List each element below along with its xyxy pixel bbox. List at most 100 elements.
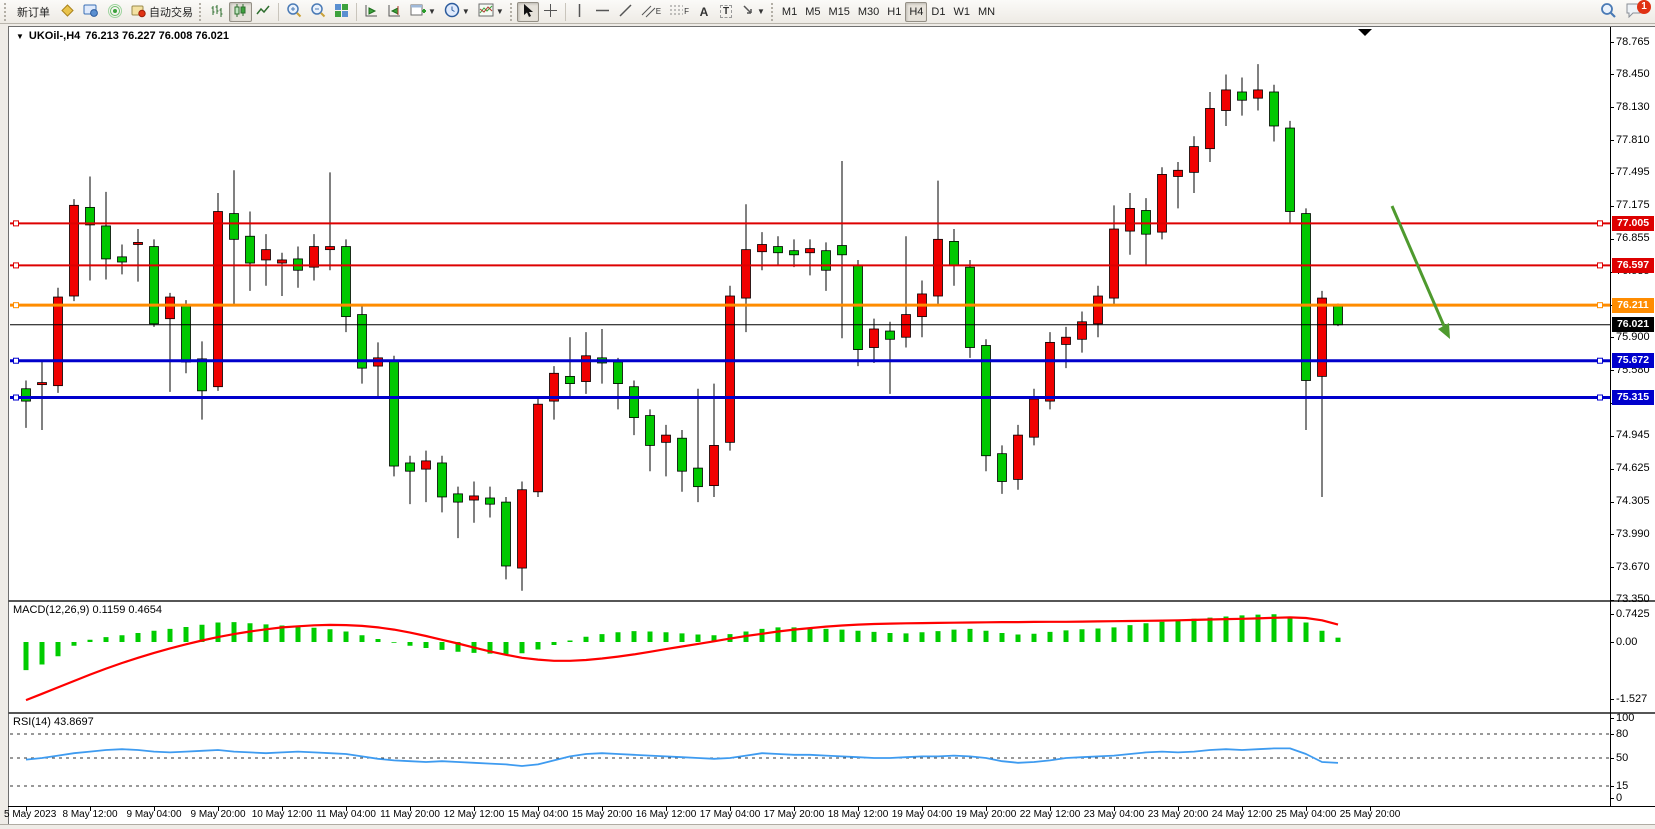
time-axis-line <box>8 806 1655 807</box>
vertical-line-button[interactable] <box>569 2 591 22</box>
chart-shift-marker-icon <box>1358 29 1372 36</box>
macd-histogram-bar <box>887 633 893 642</box>
auto-trading-button[interactable]: 自动交易 <box>127 2 197 22</box>
price-tick <box>1610 140 1614 142</box>
candle-body <box>805 248 815 254</box>
candle-body <box>421 460 431 470</box>
timeframe-m1[interactable]: M1 <box>781 5 798 18</box>
price-tick <box>1610 501 1614 503</box>
candle-body <box>197 358 207 392</box>
favorites-button[interactable] <box>56 2 79 22</box>
candle-body <box>997 453 1007 482</box>
timeframe-mn[interactable]: MN <box>977 5 996 18</box>
toolbar-separator <box>278 2 279 21</box>
candle-body <box>629 386 639 419</box>
search-button[interactable] <box>1596 2 1621 22</box>
signals-button[interactable] <box>103 2 127 22</box>
line-handle[interactable] <box>13 262 19 269</box>
auto-trading-icon <box>131 3 146 21</box>
line-handle[interactable] <box>13 394 19 401</box>
line-handle[interactable] <box>13 357 19 364</box>
line-handle[interactable] <box>1597 302 1603 309</box>
macd-histogram-bar <box>1303 622 1309 642</box>
price-axis-line <box>1610 27 1611 806</box>
macd-histogram-bar <box>1159 621 1165 642</box>
line-handle[interactable] <box>13 220 19 227</box>
time-axis-label: 11 May 20:00 <box>380 809 440 820</box>
price-tick-label: 78.765 <box>1616 35 1650 48</box>
timeframe-w1[interactable]: W1 <box>953 5 970 18</box>
macd-histogram-bar <box>1079 629 1085 642</box>
horizontal-line-button[interactable] <box>591 2 614 22</box>
chart-shift-button[interactable] <box>383 2 406 22</box>
timeframe-m30[interactable]: M30 <box>857 5 880 18</box>
line-handle[interactable] <box>1597 357 1603 364</box>
toolbar-grip[interactable] <box>770 2 774 21</box>
zoom-out-button[interactable] <box>306 2 330 22</box>
line-handle[interactable] <box>1597 220 1603 227</box>
label-button[interactable]: T <box>715 2 737 22</box>
candle-body <box>613 361 623 385</box>
macd-scale-tick <box>1610 614 1614 616</box>
candle-body <box>1237 91 1247 101</box>
new-chart-button[interactable]: ▼ <box>406 2 440 22</box>
candle-body <box>1205 108 1215 150</box>
candle-body <box>789 250 799 256</box>
toolbar-grip[interactable] <box>4 2 7 21</box>
period-clock-button[interactable]: ▼ <box>440 2 474 22</box>
line-handle[interactable] <box>1597 262 1603 269</box>
trend-arrow-annotation[interactable] <box>1390 205 1446 327</box>
macd-histogram-bar <box>455 642 461 652</box>
macd-histogram-bar <box>583 636 589 642</box>
candle-body <box>101 225 111 260</box>
arrows-button[interactable]: ▼ <box>737 2 769 22</box>
pane-resize-separator[interactable] <box>8 712 1655 714</box>
chart-area[interactable] <box>8 26 1655 824</box>
trendline-button[interactable] <box>614 2 637 22</box>
candle-body <box>1221 89 1231 111</box>
line-chart-button[interactable] <box>252 2 275 22</box>
rsi-scale-label: 50 <box>1616 751 1629 764</box>
macd-histogram-bar <box>871 631 877 642</box>
chart-title[interactable]: ▼ UKOil-,H4 76.213 76.227 76.008 76.021 <box>16 30 229 42</box>
price-tick <box>1610 534 1614 536</box>
macd-histogram-bar <box>551 642 557 645</box>
line-handle[interactable] <box>1597 394 1603 401</box>
channel-button[interactable]: E <box>637 2 665 22</box>
candlestick-chart-button[interactable] <box>229 1 252 22</box>
macd-scale-label: 0.00 <box>1616 635 1638 648</box>
timeframe-m15[interactable]: M15 <box>828 5 850 18</box>
cursor-button[interactable] <box>516 1 539 22</box>
time-tick <box>410 807 411 811</box>
time-tick <box>282 807 283 811</box>
monitor-user-icon <box>83 3 99 21</box>
candle-body <box>853 264 863 350</box>
new-chart-icon <box>410 3 426 21</box>
market-watch-button[interactable] <box>79 2 103 22</box>
macd-histogram-bar <box>1239 615 1245 642</box>
price-tick <box>1610 370 1614 372</box>
notifications-button[interactable]: 1 <box>1621 0 1651 22</box>
candle-body <box>69 204 79 297</box>
crosshair-button[interactable] <box>539 2 562 22</box>
bar-chart-button[interactable] <box>206 2 229 22</box>
text-button[interactable]: A <box>693 2 715 22</box>
auto-scroll-button[interactable] <box>360 2 383 22</box>
macd-histogram-bar <box>1143 623 1149 642</box>
macd-scale-tick <box>1610 699 1614 701</box>
zoom-in-button[interactable] <box>282 2 306 22</box>
indicators-button[interactable]: ▼ <box>474 2 508 22</box>
timeframe-h4[interactable]: H4 <box>905 1 928 22</box>
timeframe-m5[interactable]: M5 <box>805 5 821 18</box>
tile-windows-button[interactable] <box>330 2 353 22</box>
pane-resize-separator[interactable] <box>8 600 1655 602</box>
fibonacci-button[interactable]: F <box>665 2 693 22</box>
toolbar-grip[interactable] <box>509 2 513 21</box>
new-order-button[interactable]: 新订单 <box>17 6 50 19</box>
symbol-dropdown-icon[interactable]: ▼ <box>16 31 24 41</box>
line-handle[interactable] <box>13 302 19 309</box>
trend-arrow-head[interactable] <box>1438 323 1450 339</box>
toolbar-grip[interactable] <box>199 2 202 21</box>
timeframe-h1[interactable]: H1 <box>887 5 902 18</box>
timeframe-d1[interactable]: D1 <box>931 5 946 18</box>
